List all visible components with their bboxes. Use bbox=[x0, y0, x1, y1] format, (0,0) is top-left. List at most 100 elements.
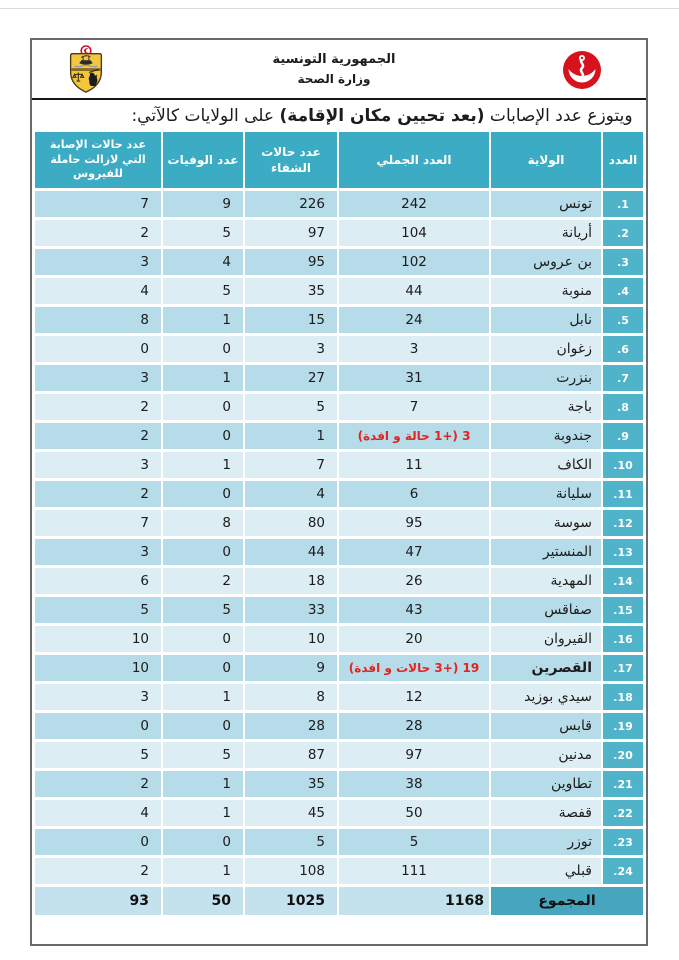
table-row: 12. سوسة 95 80 8 7 bbox=[35, 510, 643, 536]
table-body: 1. تونس 242 226 9 7 2. أريانة 104 97 5 2 3. بن عروس 10… bbox=[35, 191, 643, 884]
table-cell-recovered: 108 bbox=[245, 858, 337, 884]
table-row: 4. منوبة 44 35 5 4 bbox=[35, 278, 643, 304]
table-row: 5. نابل 24 15 1 8 bbox=[35, 307, 643, 333]
table-row: 17. القصرين 19 (+3 حالات و افدة) 9 0 10 bbox=[35, 655, 643, 681]
table-cell-gov: الكاف bbox=[491, 452, 601, 478]
table-cell-active: 2 bbox=[35, 423, 161, 449]
table-cell-deaths: 1 bbox=[163, 365, 243, 391]
table-cell-recovered: 44 bbox=[245, 539, 337, 565]
table-cell-gov: باجة bbox=[491, 394, 601, 420]
table-cell-gov: قبلي bbox=[491, 858, 601, 884]
masthead: الجمهورية التونسية وزارة الصحة bbox=[32, 40, 646, 100]
table-cell-deaths: 0 bbox=[163, 423, 243, 449]
table-cell-deaths: 0 bbox=[163, 394, 243, 420]
column-header-deaths: عدد الوفيات bbox=[163, 132, 243, 188]
table-cell-active: 5 bbox=[35, 597, 161, 623]
table-cell-total: 5 bbox=[339, 829, 489, 855]
table-cell-total: 11 bbox=[339, 452, 489, 478]
table-cell-gov: صفاقس bbox=[491, 597, 601, 623]
table-cell-idx: 16. bbox=[603, 626, 643, 652]
table-row: 14. المهدية 26 18 2 6 bbox=[35, 568, 643, 594]
table-cell-idx: 2. bbox=[603, 220, 643, 246]
table-cell-active: 6 bbox=[35, 568, 161, 594]
table-row: 23. توزر 5 5 0 0 bbox=[35, 829, 643, 855]
ministry-title: وزارة الصحة bbox=[297, 72, 371, 87]
table-cell-recovered: 95 bbox=[245, 249, 337, 275]
table-row: 10. الكاف 11 7 1 3 bbox=[35, 452, 643, 478]
table-row: 8. باجة 7 5 0 2 bbox=[35, 394, 643, 420]
table-row: 16. القيروان 20 10 0 10 bbox=[35, 626, 643, 652]
total-active-value: 93 bbox=[35, 887, 161, 915]
table-cell-deaths: 1 bbox=[163, 771, 243, 797]
table-cell-active: 2 bbox=[35, 858, 161, 884]
table-cell-idx: 7. bbox=[603, 365, 643, 391]
table-row: 18. سيدي بوزيد 12 8 1 3 bbox=[35, 684, 643, 710]
table-cell-gov: سليانة bbox=[491, 481, 601, 507]
table-cell-active: 0 bbox=[35, 829, 161, 855]
table-cell-recovered: 226 bbox=[245, 191, 337, 217]
table-cell-deaths: 0 bbox=[163, 626, 243, 652]
table-cell-deaths: 5 bbox=[163, 278, 243, 304]
table-cell-idx: 11. bbox=[603, 481, 643, 507]
table-cell-gov: تطاوين bbox=[491, 771, 601, 797]
table-cell-recovered: 35 bbox=[245, 278, 337, 304]
table-cell-deaths: 2 bbox=[163, 568, 243, 594]
table-cell-gov: مدنين bbox=[491, 742, 601, 768]
table-cell-total: 28 bbox=[339, 713, 489, 739]
table-cell-recovered: 5 bbox=[245, 394, 337, 420]
total-cases-value: 1168 bbox=[339, 887, 489, 915]
table-cell-idx: 1. bbox=[603, 191, 643, 217]
table-cell-gov: المنستير bbox=[491, 539, 601, 565]
table-cell-deaths: 0 bbox=[163, 336, 243, 362]
cases-table: العدد الولاية العدد الجملي عدد حالات الش… bbox=[33, 129, 645, 918]
table-cell-gov: سيدي بوزيد bbox=[491, 684, 601, 710]
table-row: 2. أريانة 104 97 5 2 bbox=[35, 220, 643, 246]
ministry-of-health-logo-icon bbox=[562, 50, 602, 90]
table-row: 20. مدنين 97 87 5 5 bbox=[35, 742, 643, 768]
masthead-text: الجمهورية التونسية وزارة الصحة bbox=[106, 52, 562, 87]
table-cell-total: 47 bbox=[339, 539, 489, 565]
table-cell-deaths: 1 bbox=[163, 452, 243, 478]
table-cell-active: 4 bbox=[35, 278, 161, 304]
republic-title: الجمهورية التونسية bbox=[272, 52, 396, 68]
table-cell-active: 0 bbox=[35, 713, 161, 739]
column-header-total: العدد الجملي bbox=[339, 132, 489, 188]
table-cell-deaths: 1 bbox=[163, 307, 243, 333]
table-cell-gov: قفصة bbox=[491, 800, 601, 826]
table-cell-recovered: 28 bbox=[245, 713, 337, 739]
table-cell-deaths: 5 bbox=[163, 220, 243, 246]
table-cell-idx: 22. bbox=[603, 800, 643, 826]
page-title: ويتوزع عدد الإصابات (بعد تحيين مكان الإق… bbox=[75, 106, 679, 126]
table-cell-total: 242 bbox=[339, 191, 489, 217]
table-row: 9. جندوبة 3 (+1 حالة و افدة) 1 0 2 bbox=[35, 423, 643, 449]
table-cell-total: 3 bbox=[339, 336, 489, 362]
table-cell-total: 24 bbox=[339, 307, 489, 333]
table-cell-idx: 19. bbox=[603, 713, 643, 739]
table-cell-idx: 12. bbox=[603, 510, 643, 536]
table-cell-idx: 14. bbox=[603, 568, 643, 594]
table-cell-recovered: 4 bbox=[245, 481, 337, 507]
table-cell-gov: زغوان bbox=[491, 336, 601, 362]
table-cell-active: 2 bbox=[35, 220, 161, 246]
table-wrapper: العدد الولاية العدد الجملي عدد حالات الش… bbox=[32, 126, 646, 918]
table-cell-gov: قابس bbox=[491, 713, 601, 739]
table-cell-recovered: 5 bbox=[245, 829, 337, 855]
table-cell-active: 7 bbox=[35, 191, 161, 217]
table-cell-idx: 3. bbox=[603, 249, 643, 275]
page-frame: الجمهورية التونسية وزارة الصحة bbox=[30, 38, 648, 946]
table-cell-idx: 23. bbox=[603, 829, 643, 855]
total-recovered-value: 1025 bbox=[245, 887, 337, 915]
table-cell-total: 6 bbox=[339, 481, 489, 507]
table-cell-deaths: 1 bbox=[163, 858, 243, 884]
table-cell-total: 3 (+1 حالة و افدة) bbox=[339, 423, 489, 449]
column-header-active: عدد حالات الإصابة التي لازالت حاملة للفي… bbox=[35, 132, 161, 188]
title-emphasis: (بعد تحيين مكان الإقامة) bbox=[279, 106, 485, 126]
table-row: 6. زغوان 3 3 0 0 bbox=[35, 336, 643, 362]
table-cell-recovered: 18 bbox=[245, 568, 337, 594]
table-row: 11. سليانة 6 4 0 2 bbox=[35, 481, 643, 507]
table-cell-recovered: 7 bbox=[245, 452, 337, 478]
table-cell-recovered: 1 bbox=[245, 423, 337, 449]
table-cell-total: 31 bbox=[339, 365, 489, 391]
table-cell-active: 5 bbox=[35, 742, 161, 768]
table-cell-idx: 8. bbox=[603, 394, 643, 420]
